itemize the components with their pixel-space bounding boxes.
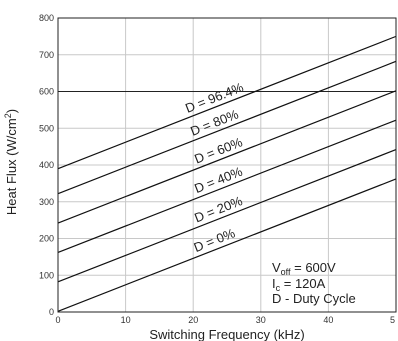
series-group bbox=[57, 35, 397, 312]
y-tick-label: 0 bbox=[49, 307, 54, 317]
y-tick-label: 700 bbox=[39, 50, 54, 60]
series-label: D = 96.4% bbox=[183, 79, 246, 115]
series-label: D = 20% bbox=[192, 193, 245, 225]
x-tick-label: 10 bbox=[121, 315, 131, 325]
y-tick-label: 600 bbox=[39, 87, 54, 97]
y-tick-label: 500 bbox=[39, 123, 54, 133]
series-line bbox=[57, 90, 397, 224]
annotation-box: Voff = 600V Ic = 120A D - Duty Cycle bbox=[272, 260, 356, 306]
y-axis-title: Heat Flux (W/cm2) bbox=[3, 109, 19, 215]
series-line bbox=[57, 60, 397, 195]
y-tick-label: 200 bbox=[39, 234, 54, 244]
y-tick-label: 300 bbox=[39, 197, 54, 207]
series-line bbox=[57, 35, 397, 170]
series-line bbox=[57, 119, 397, 254]
series-line bbox=[57, 149, 397, 283]
series-label: D = 40% bbox=[192, 164, 245, 196]
grid bbox=[57, 17, 397, 313]
y-tick-label: 100 bbox=[39, 270, 54, 280]
plot-border bbox=[57, 17, 397, 313]
annotation-duty-cycle: D - Duty Cycle bbox=[272, 291, 356, 306]
x-tick-label: 30 bbox=[256, 315, 266, 325]
series-label: D = 60% bbox=[192, 134, 245, 166]
annotation-ic: Ic = 120A bbox=[272, 276, 326, 293]
x-tick-label: 40 bbox=[323, 315, 333, 325]
y-tick-label: 800 bbox=[39, 13, 54, 23]
x-tick-label: 20 bbox=[188, 315, 198, 325]
series-line bbox=[57, 178, 397, 312]
x-tick-label: 0 bbox=[55, 315, 60, 325]
y-tick-label: 400 bbox=[39, 160, 54, 170]
x-tick-label: 5 bbox=[390, 315, 395, 325]
x-axis-title: Switching Frequency (kHz) bbox=[149, 327, 304, 341]
tick-labels: 0 100 200 300 400 500 600 700 800 0 10 20 30 40 5 bbox=[39, 13, 395, 325]
annotation-voff: Voff = 600V bbox=[272, 260, 336, 277]
